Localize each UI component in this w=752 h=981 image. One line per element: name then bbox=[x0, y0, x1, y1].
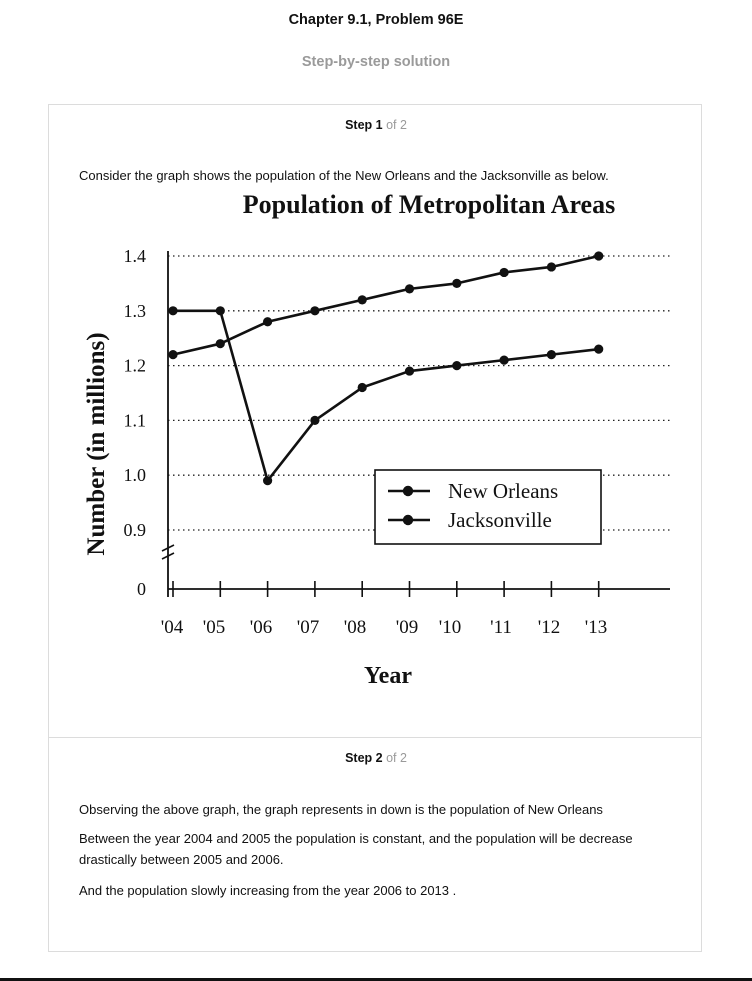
step-2-label: Step 2 bbox=[345, 751, 383, 765]
axes: 0 0.9 1.0 1.1 1.2 1.3 1.4 '04 '05 '06 '07 '08 '09 '10… bbox=[124, 246, 670, 638]
y-tick-label: 0 bbox=[137, 579, 146, 599]
y-tick-label: 1.0 bbox=[124, 465, 147, 485]
population-chart: Population of Metropolitan Areas Number … bbox=[70, 185, 690, 695]
legend-marker bbox=[402, 485, 414, 497]
data-point bbox=[310, 415, 320, 425]
data-point bbox=[215, 306, 225, 316]
data-point bbox=[594, 251, 604, 261]
data-point bbox=[404, 284, 415, 294]
data-point bbox=[215, 339, 225, 349]
x-tick-label: '08 bbox=[344, 617, 366, 638]
legend-marker bbox=[402, 514, 414, 526]
chart-xlabel: Year bbox=[364, 663, 412, 689]
data-point bbox=[168, 350, 178, 360]
data-point bbox=[546, 350, 556, 360]
data-point bbox=[499, 355, 509, 365]
data-point bbox=[168, 306, 178, 316]
x-tick-label: '10 bbox=[439, 617, 461, 638]
legend-label: Jacksonville bbox=[448, 508, 552, 532]
axis-break-mark bbox=[161, 552, 175, 560]
chart-title: Population of Metropolitan Areas bbox=[243, 190, 615, 219]
data-point bbox=[452, 361, 462, 371]
y-tick-label: 1.4 bbox=[124, 246, 147, 266]
data-point bbox=[452, 278, 462, 288]
data-point bbox=[263, 317, 273, 327]
x-tick-label: '12 bbox=[538, 617, 560, 638]
x-tick-label: '04 bbox=[161, 617, 184, 638]
chart-ylabel: Number (in millions) bbox=[83, 332, 110, 555]
x-tick-label: '05 bbox=[203, 617, 225, 638]
step-2-text-1: Observing the above graph, the graph rep… bbox=[79, 802, 603, 817]
solution-subtitle: Step-by-step solution bbox=[301, 54, 451, 70]
data-point bbox=[310, 306, 320, 316]
y-tick-label: 1.2 bbox=[124, 356, 147, 376]
chart-svg: Population of Metropolitan Areas Number … bbox=[83, 190, 670, 689]
data-point bbox=[357, 295, 367, 305]
x-tick-label: '11 bbox=[490, 617, 512, 638]
x-tick-label: '07 bbox=[297, 617, 319, 638]
series-line bbox=[172, 254, 599, 356]
legend-label: New Orleans bbox=[448, 479, 558, 503]
x-tick-label: '13 bbox=[585, 617, 607, 638]
step-1-count: of 2 bbox=[382, 118, 407, 132]
series-lines bbox=[168, 251, 604, 486]
step-2-count: of 2 bbox=[382, 751, 407, 765]
x-tick-label: '09 bbox=[396, 617, 418, 638]
x-tick-label: '06 bbox=[250, 617, 272, 638]
step-divider bbox=[48, 737, 702, 738]
y-tick-label: 1.1 bbox=[124, 410, 147, 430]
data-point bbox=[546, 262, 556, 272]
series-line bbox=[173, 309, 599, 482]
legend-box bbox=[374, 469, 602, 545]
data-point bbox=[594, 344, 604, 354]
chart-legend: New Orleans Jacksonville bbox=[374, 469, 602, 545]
page-bottom-rule bbox=[0, 978, 752, 981]
axis-break-mark bbox=[161, 544, 175, 552]
step-2-header: Step 2 of 2 bbox=[0, 751, 752, 765]
step-1-text: Consider the graph shows the population … bbox=[79, 168, 609, 183]
step-2-text-3: And the population slowly increasing fro… bbox=[79, 883, 457, 898]
page-title: Chapter 9.1, Problem 96E bbox=[288, 12, 464, 28]
solution-card bbox=[48, 104, 702, 952]
step-2-text-2: Between the year 2004 and 2005 the popul… bbox=[79, 831, 633, 867]
step-1-header: Step 1 of 2 bbox=[0, 118, 752, 132]
y-tick-label: 0.9 bbox=[124, 520, 147, 540]
data-point bbox=[404, 366, 415, 376]
data-point bbox=[263, 476, 273, 486]
data-point bbox=[499, 267, 509, 278]
y-tick-label: 1.3 bbox=[124, 301, 147, 321]
data-point bbox=[357, 382, 367, 393]
step-1-label: Step 1 bbox=[345, 118, 383, 132]
